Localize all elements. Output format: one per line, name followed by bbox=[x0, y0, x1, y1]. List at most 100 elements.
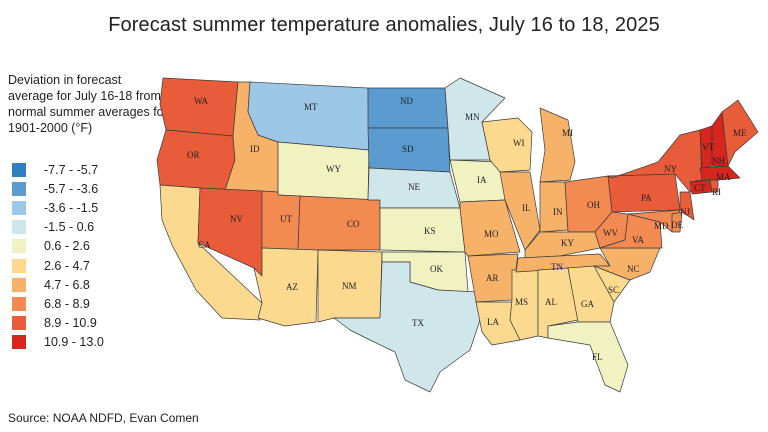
state-me bbox=[721, 99, 759, 167]
legend-label: -5.7 - -3.6 bbox=[44, 181, 99, 196]
state-label: NH bbox=[712, 156, 725, 166]
state-nd bbox=[367, 87, 449, 129]
state-label: NJ bbox=[680, 207, 690, 217]
state-il bbox=[499, 171, 541, 251]
legend-label: 6.8 - 8.9 bbox=[44, 296, 90, 311]
state-label: OH bbox=[587, 200, 600, 210]
state-label: WA bbox=[194, 96, 208, 106]
legend-label: 4.7 - 6.8 bbox=[44, 277, 90, 292]
state-label: OK bbox=[430, 264, 443, 274]
legend-label: -1.5 - 0.6 bbox=[44, 220, 95, 235]
state-label: TN bbox=[551, 262, 563, 272]
state-label: KY bbox=[561, 238, 574, 248]
legend-swatch bbox=[12, 277, 26, 292]
state-label: SC bbox=[608, 285, 619, 295]
legend-item: -7.7 - -5.7 bbox=[12, 160, 104, 179]
state-label: NV bbox=[230, 214, 243, 224]
state-label: KS bbox=[424, 226, 436, 236]
state-label: MO bbox=[484, 229, 499, 239]
legend-swatch bbox=[12, 316, 26, 331]
state-label: NM bbox=[342, 281, 357, 291]
source-note: Source: NOAA NDFD, Evan Comen bbox=[8, 411, 199, 425]
state-or bbox=[156, 129, 236, 191]
state-label: CA bbox=[198, 240, 211, 250]
state-ma bbox=[689, 165, 741, 183]
state-ga bbox=[567, 265, 615, 323]
legend-item: 2.6 - 4.7 bbox=[12, 256, 104, 275]
state-az bbox=[253, 247, 319, 327]
legend-swatch bbox=[12, 220, 26, 235]
legend-swatch bbox=[12, 335, 26, 350]
state-label: WV bbox=[603, 228, 618, 238]
state-label: VA bbox=[632, 235, 644, 245]
state-label: TX bbox=[412, 318, 424, 328]
legend-swatch bbox=[12, 200, 26, 215]
state-label: DE bbox=[671, 220, 683, 230]
legend-label: 10.9 - 13.0 bbox=[44, 335, 104, 350]
state-label: ME bbox=[733, 128, 747, 138]
state-label: CO bbox=[347, 219, 360, 229]
map-title: Forecast summer temperature anomalies, J… bbox=[108, 14, 660, 36]
state-co bbox=[297, 195, 381, 251]
legend-item: -1.5 - 0.6 bbox=[12, 218, 104, 237]
state-label: PA bbox=[641, 193, 652, 203]
legend-label: -3.6 - -1.5 bbox=[44, 200, 99, 215]
state-mi bbox=[539, 107, 576, 183]
state-label: MS bbox=[515, 297, 528, 307]
state-tx bbox=[333, 261, 481, 393]
state-label: IN bbox=[553, 207, 563, 217]
state-label: UT bbox=[280, 214, 292, 224]
legend-item: 4.7 - 6.8 bbox=[12, 275, 104, 294]
legend-label: 2.6 - 4.7 bbox=[44, 258, 90, 273]
state-label: OR bbox=[187, 150, 200, 160]
legend-item: 6.8 - 8.9 bbox=[12, 294, 104, 313]
state-label: NE bbox=[408, 182, 420, 192]
legend-item: 0.6 - 2.6 bbox=[12, 237, 104, 256]
state-wy bbox=[277, 141, 370, 201]
legend-item: 10.9 - 13.0 bbox=[12, 333, 104, 352]
state-label: NY bbox=[664, 164, 677, 174]
state-label: AL bbox=[545, 297, 557, 307]
state-label: MN bbox=[465, 112, 480, 122]
state-label: IA bbox=[477, 175, 487, 185]
state-label: RI bbox=[712, 187, 721, 197]
state-nj bbox=[679, 191, 695, 221]
state-label: ND bbox=[400, 96, 413, 106]
state-label: WY bbox=[326, 164, 341, 174]
state-label: GA bbox=[581, 299, 594, 309]
state-label: VT bbox=[702, 142, 714, 152]
state-label: MT bbox=[304, 102, 318, 112]
legend-swatch bbox=[12, 181, 26, 196]
state-label: LA bbox=[487, 317, 499, 327]
state-label: MI bbox=[562, 128, 573, 138]
state-label: SD bbox=[402, 144, 414, 154]
state-label: IL bbox=[522, 203, 531, 213]
state-de bbox=[671, 211, 683, 233]
state-label: MA bbox=[716, 172, 731, 182]
state-label: AZ bbox=[286, 282, 298, 292]
state-wi bbox=[481, 117, 533, 173]
legend-label: 0.6 - 2.6 bbox=[44, 239, 90, 254]
state-label: CT bbox=[694, 183, 706, 193]
legend-swatch bbox=[12, 296, 26, 311]
legend: -7.7 - -5.7 -5.7 - -3.6 -3.6 - -1.5 -1.5… bbox=[12, 160, 104, 352]
legend-item: 8.9 - 10.9 bbox=[12, 314, 104, 333]
state-label: MD bbox=[654, 221, 669, 231]
state-wa bbox=[159, 77, 239, 137]
state-fl bbox=[547, 321, 629, 393]
state-labels: WA OR CA ID NV MT WY UT AZ CO NM ND SD N… bbox=[187, 96, 747, 362]
state-label: ID bbox=[250, 144, 260, 154]
legend-item: -3.6 - -1.5 bbox=[12, 198, 104, 217]
state-label: WI bbox=[513, 138, 525, 148]
legend-swatch bbox=[12, 239, 26, 254]
legend-label: -7.7 - -5.7 bbox=[44, 162, 99, 177]
legend-item: -5.7 - -3.6 bbox=[12, 179, 104, 198]
state-label: FL bbox=[592, 352, 603, 362]
state-label: NC bbox=[627, 264, 640, 274]
legend-swatch bbox=[12, 258, 26, 273]
legend-title: Deviation in forecast average for July 1… bbox=[8, 73, 168, 135]
state-label: AR bbox=[486, 273, 499, 283]
state-ks bbox=[379, 207, 466, 253]
legend-label: 8.9 - 10.9 bbox=[44, 316, 97, 331]
